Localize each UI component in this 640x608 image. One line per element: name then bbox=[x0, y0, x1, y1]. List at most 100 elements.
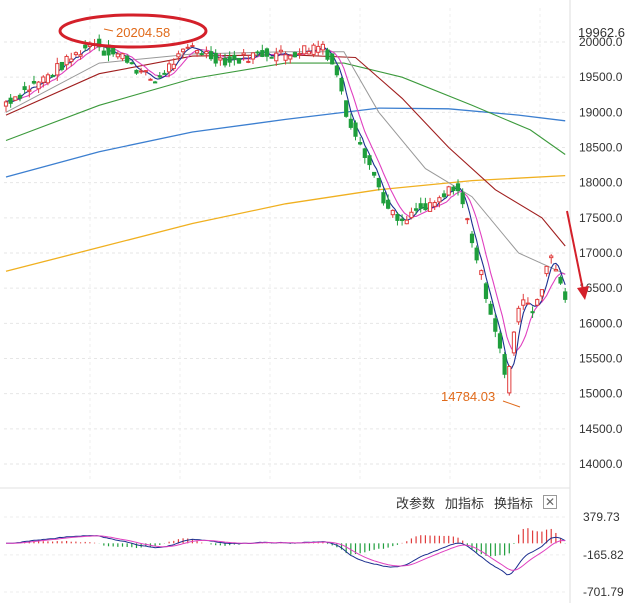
candle-body bbox=[386, 199, 391, 209]
price-tick-label: 17000.0 bbox=[579, 246, 623, 260]
candle-body bbox=[125, 55, 130, 63]
candle-body bbox=[8, 97, 13, 104]
trend-arrow bbox=[566, 210, 584, 291]
candle-body bbox=[241, 52, 246, 56]
candle-body bbox=[437, 197, 442, 203]
last-price-label: 19962.6 bbox=[578, 25, 625, 40]
candle-body bbox=[330, 53, 335, 65]
price-tick-label: 18000.0 bbox=[579, 176, 623, 190]
price-tick-label: 16500.0 bbox=[579, 281, 623, 295]
candle-body bbox=[157, 75, 162, 78]
candle-body bbox=[227, 56, 232, 63]
candle-body bbox=[549, 255, 554, 259]
price-tick-label: 16000.0 bbox=[579, 316, 623, 330]
candle-body bbox=[418, 203, 423, 209]
candle-body bbox=[232, 54, 237, 60]
candle-body bbox=[530, 311, 535, 314]
candle-body bbox=[83, 44, 88, 49]
candle-body bbox=[497, 333, 503, 349]
candle-body bbox=[488, 303, 493, 315]
candle-body bbox=[395, 214, 400, 221]
candle-body bbox=[502, 354, 507, 375]
candle-body bbox=[185, 46, 190, 49]
candle-body bbox=[222, 57, 228, 66]
price-tick-label: 14500.0 bbox=[579, 422, 623, 436]
candle-body bbox=[320, 43, 325, 51]
candle-body bbox=[236, 57, 242, 64]
candle-body bbox=[521, 299, 526, 306]
trend-arrow-head bbox=[577, 286, 589, 300]
indicator-toolbar: 改参数 加指标 换指标 ✕ bbox=[396, 492, 558, 512]
macd-dea-line bbox=[6, 535, 566, 571]
candle-body bbox=[451, 186, 456, 192]
candle-body bbox=[115, 53, 120, 58]
candle-body bbox=[441, 193, 447, 198]
price-tick-label: 14000.0 bbox=[579, 457, 623, 471]
ma120-line bbox=[5, 107, 566, 178]
candle-body bbox=[316, 45, 321, 53]
candle-body bbox=[78, 54, 83, 57]
macd-tick-label: -165.82 bbox=[583, 548, 624, 562]
high-point-ellipse bbox=[58, 13, 208, 49]
candle-body bbox=[213, 52, 218, 64]
candle-body bbox=[362, 148, 367, 158]
candle-body bbox=[413, 208, 419, 211]
candle-body bbox=[190, 45, 195, 48]
candle-body bbox=[544, 265, 549, 275]
macd-tick-label: 379.73 bbox=[583, 510, 620, 524]
candle-body bbox=[260, 50, 265, 57]
candle-body bbox=[139, 70, 144, 73]
candle-body bbox=[17, 94, 23, 99]
candle-body bbox=[525, 302, 531, 305]
candle-body bbox=[27, 89, 32, 92]
candle-body bbox=[427, 202, 433, 212]
high-point-pointer bbox=[103, 28, 114, 32]
candle-body bbox=[13, 96, 18, 101]
candle-body bbox=[204, 51, 209, 55]
macd-layer bbox=[5, 528, 566, 576]
ma250-line bbox=[5, 174, 566, 272]
price-tick-label: 20000.0 bbox=[579, 35, 623, 49]
macd-tick-label: -701.79 bbox=[583, 585, 624, 599]
modify-params-button[interactable]: 改参数 bbox=[396, 495, 436, 511]
candle-body bbox=[367, 155, 372, 166]
candle-body bbox=[22, 86, 27, 91]
candle-body bbox=[73, 52, 79, 56]
candle-body bbox=[176, 53, 181, 58]
candle-body bbox=[339, 77, 344, 92]
candle-body bbox=[148, 78, 153, 81]
price-tick-label: 17500.0 bbox=[579, 211, 623, 225]
candle-body bbox=[255, 51, 260, 54]
candle-body bbox=[432, 202, 437, 207]
add-indicator-button[interactable]: 加指标 bbox=[445, 495, 485, 511]
candle-body bbox=[69, 58, 74, 63]
axis-layer: 20000.0 19500.0 19000.0 18500.0 18000.0 17500… bbox=[0, 0, 624, 603]
candle-body bbox=[483, 283, 489, 299]
candle-body bbox=[153, 81, 158, 84]
candle-body bbox=[59, 61, 65, 70]
candle-body bbox=[348, 118, 353, 128]
switch-indicator-button[interactable]: 换指标 bbox=[494, 495, 534, 511]
candle-body bbox=[45, 74, 51, 84]
price-tick-label: 19000.0 bbox=[579, 105, 623, 119]
candle-body bbox=[474, 247, 479, 261]
candle-body bbox=[446, 186, 451, 196]
candle-body bbox=[264, 48, 270, 57]
high-point-label: 20204.58 bbox=[116, 25, 170, 40]
candle-body bbox=[274, 52, 279, 62]
candle-body bbox=[208, 51, 214, 60]
close-indicator-button[interactable]: ✕ bbox=[543, 495, 558, 509]
candle-body bbox=[288, 55, 293, 60]
candle-body bbox=[278, 49, 284, 53]
candle-body bbox=[97, 38, 102, 48]
candle-body bbox=[516, 307, 521, 323]
candle-body bbox=[539, 289, 544, 297]
candle-body bbox=[455, 183, 461, 192]
candle-body bbox=[3, 101, 9, 107]
ma60-line bbox=[5, 62, 566, 155]
candle-body bbox=[479, 270, 484, 276]
ma10-line bbox=[5, 45, 566, 352]
price-tick-label: 19500.0 bbox=[579, 70, 623, 84]
